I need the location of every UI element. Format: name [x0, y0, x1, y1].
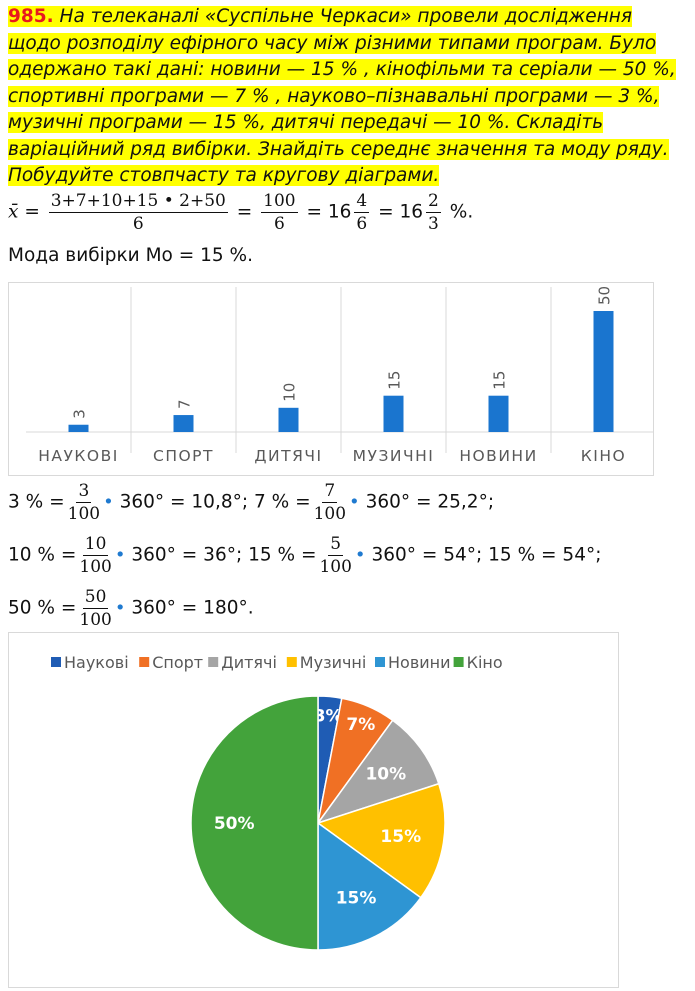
pie-data-label: 15% [380, 827, 421, 847]
mode-text: Мода вибірки Mo = 15 %. [8, 245, 254, 266]
category-label: НАУКОВІ [38, 447, 119, 465]
category-label: НОВИНИ [459, 447, 537, 465]
legend-swatch [286, 657, 297, 667]
bar-data-label: 15 [491, 371, 509, 390]
mean-formula: x̄ = 3+7+10+15 • 2+50 6 = 100 6 = 16 4 6 = 1… [8, 191, 474, 234]
bar [383, 395, 404, 432]
legend-label: Спорт [152, 653, 203, 672]
angle-line-2: 10 % = 10 100 • 360° = 36°; 15 % = 5 100 • 360… [8, 534, 602, 577]
angle-line-3: 50 % = 50 100 • 360° = 180°. [8, 587, 254, 630]
bar-chart: 3 НАУКОВІ 7 СПОРТ 10 ДИТЯЧІ 15 МУЗИЧНІ 15 НОВИНИ 5… [8, 282, 656, 476]
pie-slice [317, 821, 422, 951]
pie-chart: Наукові Спорт Дитячі Музичні Новини Кіно 3% 7% 1… [8, 632, 619, 988]
pie-data-label: 50% [214, 814, 255, 834]
legend-label: Дитячі [221, 653, 277, 672]
pie-slice [316, 719, 440, 825]
bar [68, 424, 89, 432]
category-label: ДИТЯЧІ [254, 447, 322, 465]
pie-data-label: 10% [365, 765, 406, 785]
pie-data-label: 7% [346, 715, 375, 735]
bar-data-label: 10 [281, 383, 299, 402]
legend-swatch [453, 657, 464, 667]
angle-line-1: 3 % = 3 100 • 360° = 10,8°; 7 % = 7 100 • 360°… [8, 481, 495, 524]
pie-chart-svg: Наукові Спорт Дитячі Музичні Новини Кіно 3% 7% 1… [51, 653, 503, 951]
bar-data-label: 15 [386, 371, 404, 390]
bar-data-label: 3 [71, 409, 89, 419]
pie-data-label: 3% [314, 707, 343, 727]
category-label: СПОРТ [153, 447, 214, 465]
bar [173, 415, 194, 432]
pie-data-label: 15% [336, 889, 377, 909]
legend-label: Кіно [467, 653, 503, 672]
legend-swatch [375, 657, 385, 667]
task-statement: 985. На телеканалі «Суспільне Черкаси» п… [8, 4, 688, 190]
legend-swatch [139, 657, 150, 667]
category-label: КІНО [581, 447, 626, 465]
bar-data-label: 50 [596, 286, 614, 305]
legend-swatch [208, 657, 219, 667]
bar-chart-svg: 3 НАУКОВІ 7 СПОРТ 10 ДИТЯЧІ 15 МУЗИЧНІ 15 НОВИНИ 5… [26, 286, 656, 465]
category-label: МУЗИЧНІ [353, 447, 435, 465]
legend-label: Музичні [300, 653, 367, 672]
pie-slice [316, 782, 446, 899]
bar [278, 407, 299, 432]
task-number: 985. [8, 6, 54, 27]
pie-slice [190, 695, 319, 951]
bar [488, 395, 509, 432]
legend-label: Наукові [64, 653, 129, 672]
bar [593, 311, 614, 432]
legend-swatch [51, 657, 61, 667]
bar-data-label: 7 [176, 400, 194, 410]
legend-label: Новини [388, 653, 451, 672]
task-text: На телеканалі «Суспільне Черкаси» провел… [8, 6, 676, 186]
